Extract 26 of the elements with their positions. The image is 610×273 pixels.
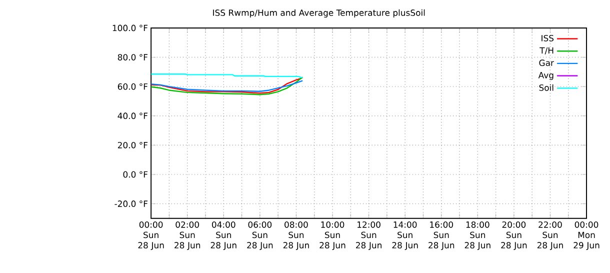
x-tick-label: 00:00 Sun 28 Jun [138, 221, 164, 250]
x-tick-label: 18:00 Sun 28 Jun [464, 221, 490, 250]
x-tick-label: 00:00 Mon 29 Jun [574, 221, 600, 250]
y-tick-label: 60.0 °F [118, 83, 148, 90]
y-tick-label: 20.0 °F [118, 142, 148, 148]
x-tick-label: 22:00 Sun 28 Jun [537, 221, 563, 250]
x-tick-label: 06:00 Sun 28 Jun [247, 221, 273, 250]
legend-label: Avg [538, 72, 554, 80]
chart-title: ISS Rwmp/Hum and Average Temperature plusSoil [213, 9, 425, 18]
x-tick-label: 20:00 Sun 28 Jun [501, 221, 527, 250]
x-tick-label: 14:00 Sun 28 Jun [392, 221, 418, 250]
legend-label: Soil [539, 84, 554, 91]
x-tick-label: 10:00 Sun 28 Jun [320, 221, 346, 250]
y-tick-label: 0.0 °F [123, 171, 148, 178]
legend-label: Gar [539, 60, 554, 66]
x-tick-label: 08:00 Sun 28 Jun [283, 221, 309, 250]
x-tick-label: 02:00 Sun 28 Jun [174, 221, 200, 250]
legend-label: T/H [540, 47, 554, 54]
x-tick-label: 16:00 Sun 28 Jun [428, 221, 454, 250]
y-tick-label: -20.0 °F [114, 200, 148, 207]
legend-label: ISS [542, 34, 554, 42]
y-tick-label: 40.0 °F [118, 112, 148, 119]
x-tick-label: 12:00 Sun 28 Jun [356, 221, 382, 250]
x-tick-label: 04:00 Sun 28 Jun [210, 221, 236, 250]
y-tick-label: 80.0 °F [118, 54, 148, 60]
y-tick-label: 100.0 °F [112, 24, 148, 32]
